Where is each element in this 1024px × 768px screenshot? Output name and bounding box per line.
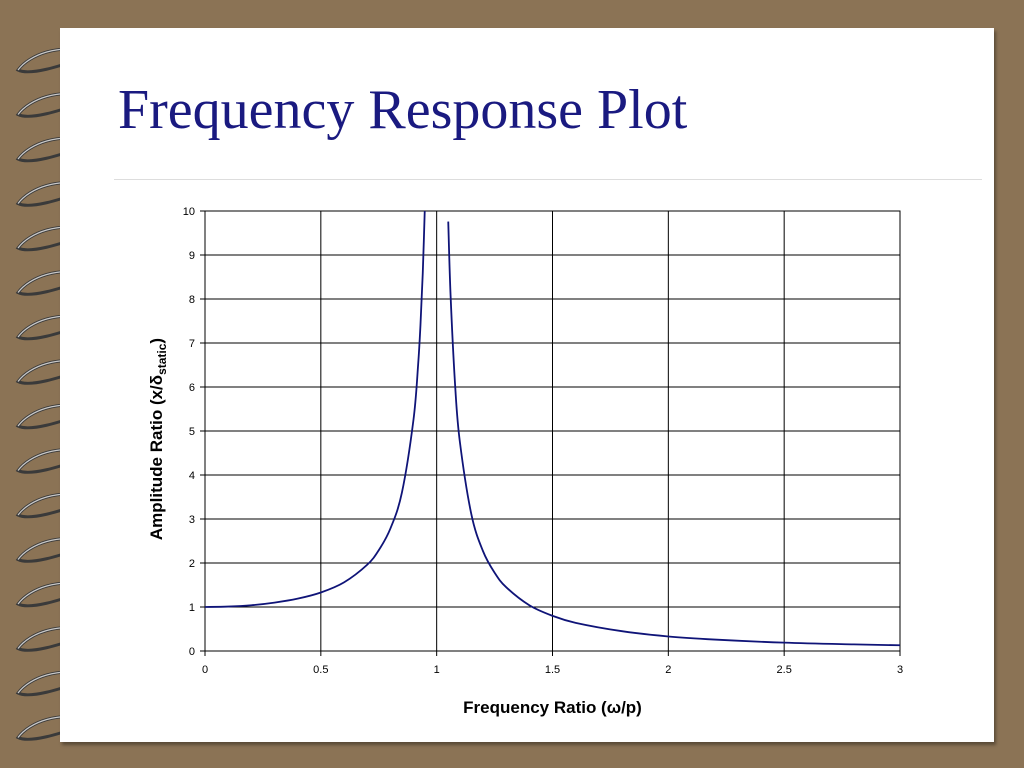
y-tick-label: 0 <box>189 646 195 658</box>
x-tick-label: 2.5 <box>777 664 792 676</box>
y-axis-label: Amplitude Ratio (x/δstatic) <box>147 338 169 540</box>
y-tick-label: 8 <box>189 294 195 306</box>
x-tick-label: 3 <box>897 664 903 676</box>
y-tick-label: 3 <box>189 514 195 526</box>
y-axis-label-close: ) <box>147 338 166 344</box>
x-tick-label: 0 <box>202 664 208 676</box>
y-tick-label: 10 <box>183 206 195 218</box>
y-tick-label: 2 <box>189 558 195 570</box>
x-axis-label: Frequency Ratio (ω/p) <box>463 698 642 717</box>
x-tick-label: 2 <box>665 664 671 676</box>
y-tick-label: 6 <box>189 382 195 394</box>
x-tick-label: 0.5 <box>313 664 328 676</box>
response-curve-above-resonance <box>447 221 900 647</box>
y-axis-label-main: Amplitude Ratio (x/δ <box>147 375 166 540</box>
y-tick-label: 4 <box>189 470 195 482</box>
y-axis-label-subscript: static <box>155 343 169 375</box>
title-divider <box>114 179 982 180</box>
frequency-response-chart: 0 1 2 3 4 5 6 7 8 9 10 0 0.5 1 1.5 2 2.5 3 Frequency Ratio… <box>147 206 903 717</box>
y-tick-label: 9 <box>189 250 195 262</box>
x-tick-label: 1.5 <box>545 664 560 676</box>
response-curve-below-resonance <box>205 211 426 608</box>
slide-title: Frequency Response Plot <box>118 79 688 141</box>
x-tick-label: 1 <box>434 664 440 676</box>
y-tick-label: 1 <box>189 602 195 614</box>
y-tick-label: 7 <box>189 338 195 350</box>
y-tick-label: 5 <box>189 426 195 438</box>
